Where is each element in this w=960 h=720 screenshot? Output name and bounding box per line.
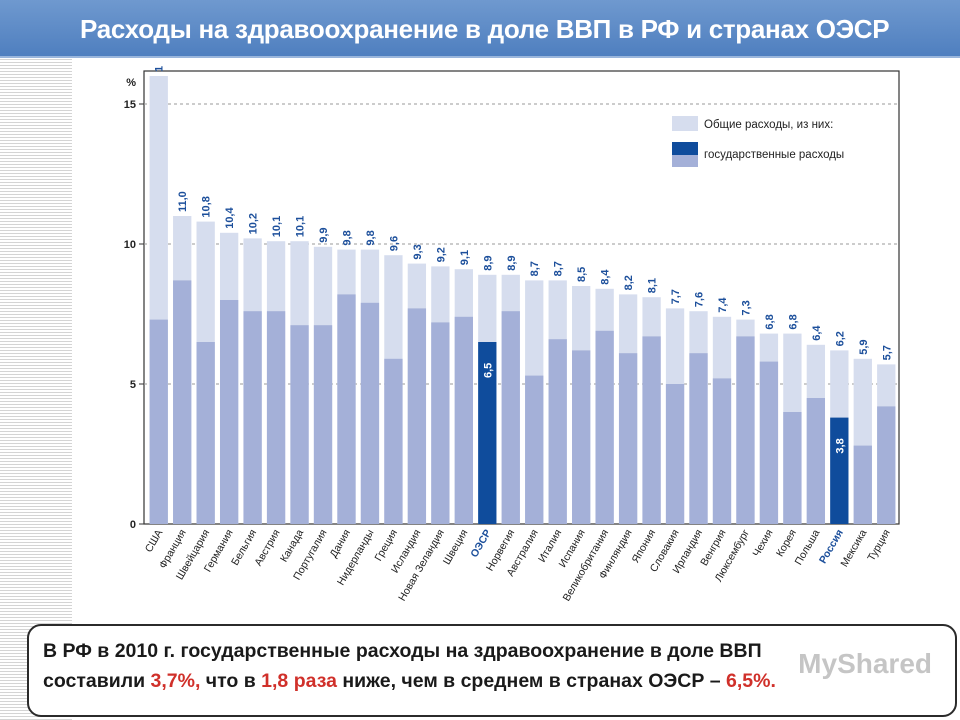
value-label-28: 6,4 xyxy=(811,325,823,341)
value-label-11: 9,3 xyxy=(412,244,424,259)
value-label-9: 9,8 xyxy=(365,230,377,245)
bar-public-30 xyxy=(853,445,872,524)
value-label-26: 6,8 xyxy=(764,314,776,329)
category-label-27: Корея xyxy=(774,528,799,559)
bar-public-18 xyxy=(572,350,591,524)
category-label-31: Турция xyxy=(865,528,893,564)
legend-swatch-total xyxy=(672,116,698,131)
bar-public-12 xyxy=(431,322,450,524)
value-label-20: 8,2 xyxy=(623,275,635,290)
bar-public-25 xyxy=(736,336,755,524)
bar-public-20 xyxy=(618,353,638,524)
bar-public-9 xyxy=(360,302,380,524)
value-label-19: 8,4 xyxy=(600,269,612,285)
value-label-10: 9,6 xyxy=(388,236,400,251)
bar-public-3 xyxy=(219,300,239,524)
value-label-31: 5,7 xyxy=(881,345,893,360)
category-label-0: США xyxy=(143,528,166,555)
bar-public-10 xyxy=(384,358,403,524)
bar-public-7 xyxy=(313,325,333,524)
value-label-6: 10,1 xyxy=(295,216,307,237)
y-tick-label-10: 10 xyxy=(124,239,136,251)
value-label-23: 7,6 xyxy=(694,292,706,307)
plot-frame xyxy=(143,70,900,525)
summary-text-1: В РФ в 2010 г. государственные расходы н… xyxy=(43,640,762,662)
health-expenditure-chart: 051015%16,0США11,0Франция10,8Швейцария10… xyxy=(124,66,900,603)
bar-public-1 xyxy=(173,280,192,524)
ratio-value: 1,8 раза xyxy=(261,670,337,692)
summary-text-mid-1: что в xyxy=(200,670,262,692)
y-tick-label-0: 0 xyxy=(130,519,136,531)
value-label-30: 5,9 xyxy=(858,340,870,355)
bar-public-0 xyxy=(149,319,168,524)
title-bar: Расходы на здравоохранение в доле ВВП в … xyxy=(0,0,960,58)
value-label-27: 6,8 xyxy=(787,314,799,329)
value-label-3: 10,4 xyxy=(224,207,236,229)
legend-swatch-public xyxy=(672,155,698,167)
value-label-2: 10,8 xyxy=(201,196,213,217)
value-label-0: 16,0 xyxy=(154,66,166,72)
legend-label-public: государственные расходы xyxy=(704,149,844,161)
value-label-16: 8,7 xyxy=(529,261,541,276)
value-label-18: 8,5 xyxy=(576,267,588,282)
summary-text-prefix: составили xyxy=(43,670,151,692)
value-label-15: 8,9 xyxy=(506,256,518,271)
y-axis-unit: % xyxy=(126,77,136,89)
bar-public-5 xyxy=(266,311,286,524)
value-label-29: 6,2 xyxy=(834,331,846,346)
bar-public-11 xyxy=(407,308,427,524)
bar-public-19 xyxy=(595,330,614,524)
value-label-8: 9,8 xyxy=(341,230,353,245)
value-label-24: 7,4 xyxy=(717,297,729,313)
bar-public-24 xyxy=(712,378,732,524)
chart-panel: 051015%16,0США11,0Франция10,8Швейцария10… xyxy=(117,66,900,626)
value-label-14: 8,9 xyxy=(482,256,494,271)
value-label-21: 8,1 xyxy=(647,278,659,293)
bar-public-17 xyxy=(548,339,567,524)
bar-public-14 xyxy=(478,342,497,524)
value-label-1: 11,0 xyxy=(177,191,189,212)
summary-line-1: В РФ в 2010 г. государственные расходы н… xyxy=(43,636,941,666)
bar-public-26 xyxy=(759,361,779,524)
bar-public-6 xyxy=(290,325,309,524)
bar-public-15 xyxy=(501,311,520,524)
summary-note: В РФ в 2010 г. государственные расходы н… xyxy=(27,624,957,717)
value-label-12: 9,2 xyxy=(435,247,447,262)
public-value-label-29: 3,8 xyxy=(834,438,846,453)
value-label-7: 9,9 xyxy=(318,228,330,243)
russia-public-share: 3,7%, xyxy=(150,670,201,692)
bar-public-13 xyxy=(454,316,473,524)
public-value-label-14: 6,5 xyxy=(482,363,494,378)
value-label-25: 7,3 xyxy=(740,300,752,315)
value-label-5: 10,1 xyxy=(271,216,283,237)
value-label-13: 9,1 xyxy=(459,250,471,265)
bar-public-2 xyxy=(196,342,215,524)
bar-public-28 xyxy=(806,398,826,524)
bar-public-16 xyxy=(525,375,544,524)
watermark-logo: MyShared xyxy=(798,648,932,679)
legend-label-total: Общие расходы, из них: xyxy=(704,119,833,131)
bar-public-29 xyxy=(830,417,849,524)
bar-public-4 xyxy=(243,311,262,524)
value-label-22: 7,7 xyxy=(670,289,682,304)
bar-public-8 xyxy=(337,294,356,524)
y-tick-label-5: 5 xyxy=(130,379,136,391)
bar-public-27 xyxy=(783,412,802,524)
value-label-17: 8,7 xyxy=(553,261,565,276)
y-tick-label-15: 15 xyxy=(124,99,136,111)
value-label-4: 10,2 xyxy=(248,213,260,234)
legend-swatch-highlight xyxy=(672,142,698,155)
bar-public-31 xyxy=(877,406,896,524)
summary-text-mid-2: ниже, чем в среднем в странах ОЭСР – xyxy=(336,670,727,692)
oecd-public-share: 6,5%. xyxy=(726,670,776,692)
decorative-stripes xyxy=(0,58,72,720)
bar-public-23 xyxy=(689,353,708,524)
bar-public-22 xyxy=(665,384,685,524)
category-label-26: Чехия xyxy=(750,528,775,559)
summary-line-2: составили 3,7%, что в 1,8 раза ниже, чем… xyxy=(43,666,941,696)
slide-title: Расходы на здравоохранение в доле ВВП в … xyxy=(80,14,890,44)
bar-public-21 xyxy=(642,336,661,524)
